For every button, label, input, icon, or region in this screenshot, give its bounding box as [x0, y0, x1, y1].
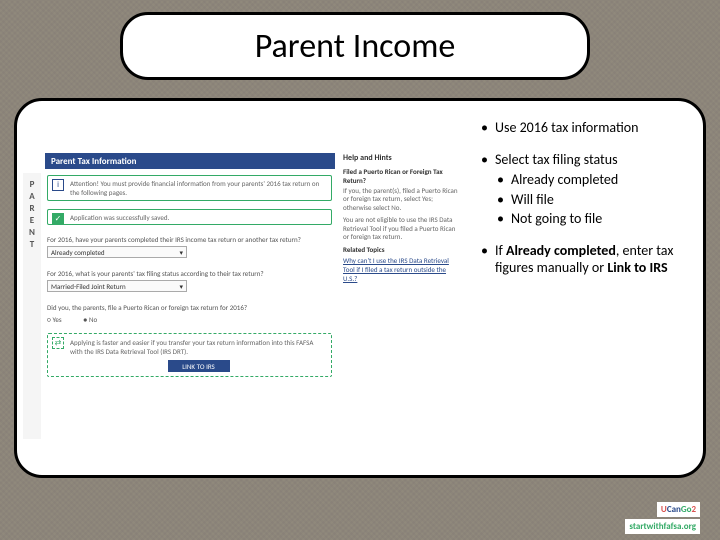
- ss-q3-label: Did you, the parents, file a Puerto Rica…: [47, 303, 332, 312]
- fafsa-screenshot: PARENT Parent Tax Information i Attentio…: [23, 149, 463, 439]
- ss-help-p1: If you, the parent(s), filed a Puerto Ri…: [343, 187, 459, 212]
- ss-q3-yes[interactable]: ○ Yes: [47, 315, 72, 324]
- content-pill: PARENT Parent Tax Information i Attentio…: [14, 98, 706, 478]
- chevron-down-icon: ▾: [179, 248, 183, 257]
- bullet-2: Select tax filing status Already complet…: [477, 151, 687, 228]
- bullet-3: If Already completed, enter tax figures …: [477, 242, 687, 277]
- ss-alert1-text: Attention! You must provide financial in…: [70, 179, 319, 197]
- ss-q1-value: Already completed: [51, 248, 105, 257]
- notes-bullets: Use 2016 tax information Select tax fili…: [477, 119, 687, 291]
- ss-q2-select[interactable]: Married-Filed Joint Return ▾: [47, 280, 187, 292]
- bullet-2a: Already completed: [495, 171, 687, 189]
- ss-q3-radios: ○ Yes ● No: [47, 315, 332, 324]
- ss-alert2-text: Application was successfully saved.: [70, 213, 169, 222]
- ss-q1-select[interactable]: Already completed ▾: [47, 246, 187, 258]
- ss-saved-alert: ✓ Application was successfully saved.: [47, 209, 332, 225]
- ss-section-header: Parent Tax Information: [45, 153, 335, 169]
- ss-sidebar: PARENT: [23, 173, 41, 439]
- bullet-2c: Not going to file: [495, 210, 687, 228]
- ucango2-logo: UCanGo2: [657, 502, 700, 517]
- title-pill: Parent Income: [120, 12, 590, 80]
- ss-q1-label: For 2016, have your parents completed th…: [47, 235, 332, 244]
- ss-help-link1[interactable]: Why can't I use the IRS Data Retrieval T…: [343, 256, 459, 283]
- ss-hint-text: Applying is faster and easier if you tra…: [70, 338, 327, 356]
- chevron-down-icon: ▾: [179, 282, 183, 291]
- ss-help-panel: Help and Hints Filed a Puerto Rican or F…: [343, 153, 459, 439]
- ss-help-related-label: Related Topics: [343, 245, 459, 254]
- ss-q2-value: Married-Filed Joint Return: [51, 282, 126, 291]
- transfer-icon: ⇄: [52, 337, 64, 349]
- page-title: Parent Income: [255, 26, 456, 67]
- ss-q2-label: For 2016, what is your parents' tax fili…: [47, 269, 332, 278]
- ss-question-filing-status: For 2016, what is your parents' tax fili…: [47, 269, 332, 292]
- startwithfafsa-logo: startwithfafsa.org: [625, 519, 700, 534]
- info-icon: i: [52, 179, 64, 191]
- check-icon: ✓: [52, 213, 64, 225]
- ss-help-p2: You are not eligible to use the IRS Data…: [343, 216, 459, 241]
- ss-q3-no[interactable]: ● No: [83, 315, 107, 324]
- bullet-1: Use 2016 tax information: [477, 119, 687, 137]
- ss-question-foreign: Did you, the parents, file a Puerto Rica…: [47, 303, 332, 324]
- ss-irs-hint: ⇄ Applying is faster and easier if you t…: [47, 333, 332, 377]
- ss-help-title: Help and Hints: [343, 153, 459, 163]
- ss-help-subtitle: Filed a Puerto Rican or Foreign Tax Retu…: [343, 167, 459, 185]
- link-to-irs-button[interactable]: LINK TO IRS: [168, 360, 230, 372]
- logos: UCanGo2 startwithfafsa.org: [580, 500, 700, 534]
- ss-question-completed: For 2016, have your parents completed th…: [47, 235, 332, 258]
- bullet-2b: Will file: [495, 191, 687, 209]
- ss-attention-alert: i Attention! You must provide financial …: [47, 175, 332, 201]
